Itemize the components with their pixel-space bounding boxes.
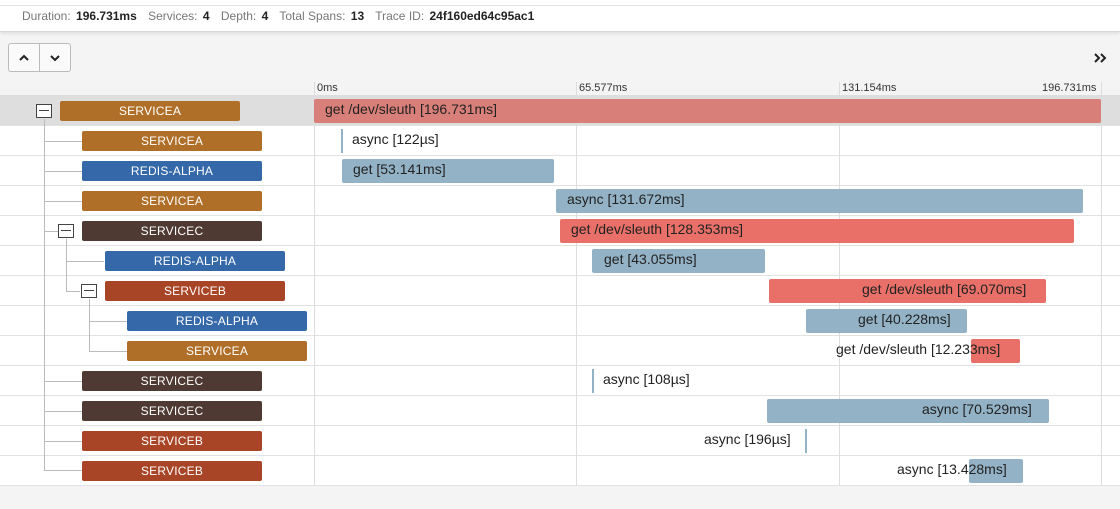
expand-all-button[interactable]: [1090, 49, 1112, 67]
trace-id-label: Trace ID:: [375, 9, 425, 23]
span-bar[interactable]: [342, 159, 554, 183]
tree-guide: [89, 299, 90, 351]
service-name-servicea[interactable]: SERVICEA: [60, 101, 240, 121]
service-name-servicea[interactable]: SERVICEA: [127, 341, 307, 361]
collapse-toggle-icon[interactable]: [36, 104, 52, 118]
service-name-serviceb[interactable]: SERVICEB: [105, 281, 285, 301]
tree-guide: [44, 411, 82, 412]
total-spans-label: Total Spans:: [279, 9, 346, 23]
span-label: get /dev/sleuth [69.070ms]: [862, 281, 1027, 297]
tree-guide: [44, 381, 82, 382]
chevron-up-icon: [19, 54, 29, 61]
span-bar[interactable]: [592, 249, 765, 273]
tree-guide: [44, 171, 82, 172]
span-bar[interactable]: [806, 309, 967, 333]
gridline: [1101, 82, 1102, 486]
trace-summary-bar: Duration: 196.731ms Services: 4 Depth: 4…: [0, 0, 1120, 32]
tree-guide: [66, 261, 104, 262]
tree-guide: [44, 470, 82, 471]
span-label: get [40.228ms]: [858, 311, 951, 327]
collapse-toggle-icon[interactable]: [81, 284, 97, 298]
span-row[interactable]: [0, 396, 1120, 426]
tick-label-2: 131.154ms: [842, 82, 897, 94]
span-nav-buttons: [8, 43, 71, 72]
span-label: get /dev/sleuth [12.233ms]: [836, 341, 1001, 357]
tree-guide: [89, 321, 127, 322]
service-name-redis-alpha[interactable]: REDIS-ALPHA: [82, 161, 262, 181]
span-row[interactable]: [0, 426, 1120, 456]
span-label: async [13.428ms]: [897, 461, 1007, 477]
depth-label: Depth:: [220, 9, 257, 23]
duration-label: Duration:: [22, 9, 71, 23]
tree-guide: [66, 239, 67, 291]
span-row[interactable]: [0, 156, 1120, 186]
chevron-down-icon: [50, 54, 60, 61]
duration-value: 196.731ms: [76, 9, 137, 23]
span-row[interactable]: [0, 216, 1120, 246]
span-bar[interactable]: [556, 189, 1083, 213]
tree-guide: [44, 119, 45, 470]
previous-span-button[interactable]: [8, 43, 40, 72]
span-bar[interactable]: [767, 399, 1049, 423]
tree-guide: [44, 441, 82, 442]
span-bar[interactable]: [592, 369, 594, 393]
gridline: [576, 82, 577, 486]
services-label: Services:: [148, 9, 198, 23]
span-label: get /dev/sleuth [128.353ms]: [571, 221, 743, 237]
trace-id-value: 24f160ed64c95ac1: [429, 9, 535, 23]
span-row[interactable]: [0, 276, 1120, 306]
span-row[interactable]: [0, 246, 1120, 276]
gridline: [314, 82, 315, 486]
tick-label-1: 65.577ms: [579, 82, 628, 94]
tree-guide: [44, 201, 82, 202]
service-name-servicea[interactable]: SERVICEA: [82, 191, 262, 211]
tree-guide: [44, 141, 82, 142]
span-label: get /dev/sleuth [196.731ms]: [325, 101, 497, 117]
double-chevron-right-icon: [1094, 53, 1107, 63]
span-label: async [122µs]: [352, 131, 439, 147]
tick-label-3: 196.731ms: [1042, 82, 1097, 94]
next-span-button[interactable]: [40, 43, 71, 72]
span-label: async [108µs]: [603, 371, 690, 387]
span-label: async [70.529ms]: [922, 401, 1032, 417]
span-bar[interactable]: [805, 429, 807, 453]
span-row[interactable]: [0, 336, 1120, 366]
service-name-servicec[interactable]: SERVICEC: [82, 371, 262, 391]
span-bar[interactable]: [969, 459, 1023, 483]
service-name-redis-alpha[interactable]: REDIS-ALPHA: [127, 311, 307, 331]
span-label: async [196µs]: [704, 431, 791, 447]
service-name-servicec[interactable]: SERVICEC: [82, 221, 262, 241]
span-label: get [53.141ms]: [353, 161, 446, 177]
span-row[interactable]: [0, 366, 1120, 396]
span-bar[interactable]: [314, 99, 1101, 123]
span-bar[interactable]: [560, 219, 1074, 243]
collapse-toggle-icon[interactable]: [58, 224, 74, 238]
tree-guide: [44, 231, 58, 232]
span-bar[interactable]: [769, 279, 1046, 303]
span-row[interactable]: [0, 186, 1120, 216]
tree-guide: [89, 351, 127, 352]
span-row[interactable]: [0, 456, 1120, 486]
service-name-servicea[interactable]: SERVICEA: [82, 131, 262, 151]
divider: [0, 5, 1120, 6]
service-name-serviceb[interactable]: SERVICEB: [82, 431, 262, 451]
service-name-redis-alpha[interactable]: REDIS-ALPHA: [105, 251, 285, 271]
services-value: 4: [202, 9, 210, 23]
span-label: get [43.055ms]: [604, 251, 697, 267]
span-row[interactable]: [0, 306, 1120, 336]
depth-value: 4: [261, 9, 269, 23]
timeline-axis-line: [0, 95, 1120, 96]
footer-space: [0, 486, 1120, 509]
span-bar[interactable]: [971, 339, 1020, 363]
span-label: async [131.672ms]: [567, 191, 685, 207]
service-name-serviceb[interactable]: SERVICEB: [82, 461, 262, 481]
span-bar[interactable]: [341, 129, 343, 153]
total-spans-value: 13: [350, 9, 365, 23]
service-name-servicec[interactable]: SERVICEC: [82, 401, 262, 421]
span-row[interactable]: [0, 126, 1120, 156]
tree-guide: [66, 291, 80, 292]
tick-label-0: 0ms: [317, 82, 338, 94]
